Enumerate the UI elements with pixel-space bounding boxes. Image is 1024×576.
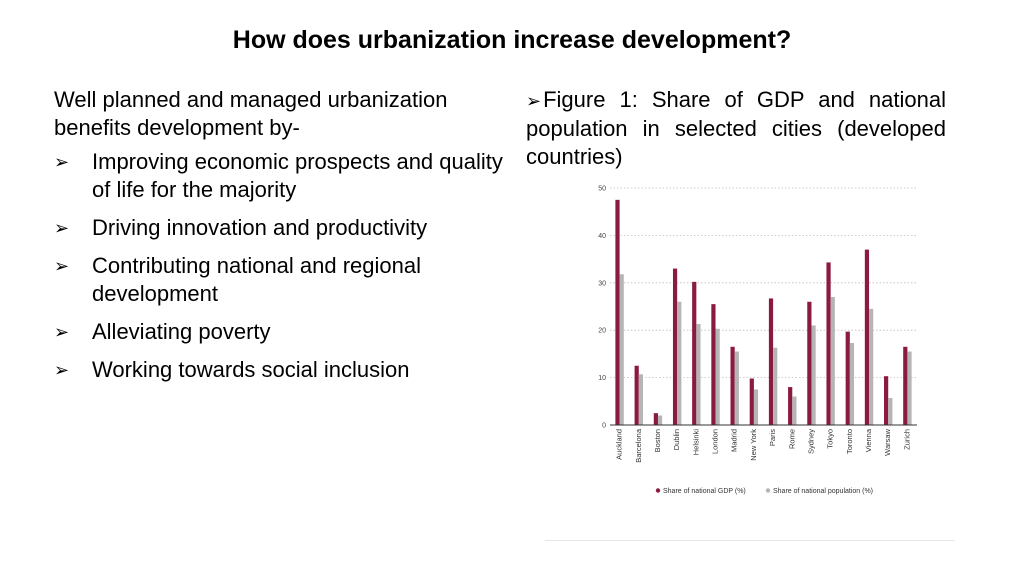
gdp-population-bar-chart: 0 10 20 30 40 50 Auckland Barcelona Boston Dublin… (598, 186, 917, 495)
x-tick-label: London (711, 429, 720, 454)
bullet-text: Working towards social inclusion (92, 357, 410, 382)
y-tick-label: 20 (598, 328, 606, 335)
x-tick-label: Sydney (806, 429, 815, 454)
arrow-bullet-icon: ➢ (54, 256, 70, 276)
bar-gdp (692, 281, 697, 425)
bar-gdp (672, 268, 678, 425)
x-tick-label: Warsaw (883, 428, 892, 455)
bar-gdp (711, 304, 716, 425)
x-tick-label: New York (749, 429, 758, 461)
bar-gdp (749, 378, 754, 425)
bar-gdp (788, 387, 793, 425)
figure-caption: ➢Figure 1: Share of GDP and national pop… (526, 86, 946, 171)
x-tick-label: Helsinki (691, 429, 700, 456)
legend-label: Share of national population (%) (773, 488, 873, 495)
arrow-bullet-icon: ➢ (54, 218, 70, 238)
bar-gdp (845, 331, 850, 425)
legend-swatch (765, 488, 771, 493)
bullet-text: Improving economic prospects and quality… (92, 149, 503, 202)
benefits-list: ➢ Improving economic prospects and qualit… (54, 148, 514, 384)
y-tick-label: 10 (598, 375, 606, 382)
figure-panel: ➢Figure 1: Share of GDP and national pop… (526, 86, 946, 171)
x-tick-label: Rome (787, 429, 796, 449)
x-tick-label: Zurich (902, 429, 911, 450)
bar-gdp (807, 301, 812, 425)
list-item: ➢ Working towards social inclusion (54, 356, 514, 384)
bar-population (849, 342, 855, 425)
bar-gdp (615, 199, 620, 425)
bar-population (638, 374, 643, 425)
bar-population (657, 415, 663, 425)
bar-population (811, 325, 816, 425)
bar-gdp (826, 262, 831, 425)
x-tick-label: Toronto (845, 429, 854, 454)
bar-population (753, 389, 759, 425)
x-tick-label: Madrid (730, 429, 739, 452)
y-tick-label: 30 (598, 280, 606, 287)
y-tick-label: 0 (602, 423, 606, 430)
bar-gdp (634, 365, 639, 425)
bar-population (869, 308, 874, 425)
bullet-text: Contributing national and regional devel… (92, 253, 422, 306)
bar-population (830, 297, 835, 425)
legend-swatch (655, 488, 661, 493)
bar-gdp (653, 413, 658, 425)
bar-population (792, 396, 797, 425)
intro-text: Well planned and managed urbanization be… (54, 87, 448, 140)
x-tick-label: Vienna (864, 428, 873, 452)
y-tick-label: 40 (598, 233, 606, 240)
bar-population (696, 324, 701, 425)
x-tick-label: Dublin (672, 429, 681, 450)
list-item: ➢ Driving innovation and productivity (54, 214, 514, 242)
bar-population (715, 328, 720, 425)
arrow-bullet-icon: ➢ (526, 91, 542, 111)
figure-caption-text: Figure 1: Share of GDP and national popu… (526, 87, 946, 169)
bar-population (677, 301, 682, 425)
bar-population (888, 397, 893, 425)
bar-population (734, 351, 739, 425)
bar-population (619, 274, 624, 425)
arrow-bullet-icon: ➢ (54, 360, 70, 380)
bar-population (773, 347, 778, 425)
y-tick-label: 50 (598, 186, 606, 193)
legend-label: Share of national GDP (%) (663, 488, 746, 495)
x-tick-label: Paris (768, 429, 777, 446)
bullet-text: Alleviating poverty (92, 319, 271, 344)
bullet-text: Driving innovation and productivity (92, 215, 428, 240)
x-tick-label: Barcelona (634, 428, 643, 463)
bar-gdp (864, 249, 870, 425)
bar-gdp (884, 376, 889, 425)
benefits-text: Well planned and managed urbanization be… (54, 86, 514, 394)
bar-gdp (768, 298, 774, 425)
arrow-bullet-icon: ➢ (54, 322, 70, 342)
bar-gdp (903, 346, 908, 425)
page-title: How does urbanization increase developme… (232, 26, 792, 54)
x-tick-label: Boston (653, 429, 662, 452)
arrow-bullet-icon: ➢ (54, 152, 70, 172)
bar-population (907, 351, 912, 425)
bar-gdp (730, 346, 735, 425)
list-item: ➢ Alleviating poverty (54, 318, 514, 346)
divider (545, 540, 955, 541)
x-tick-label: Tokyo (826, 429, 835, 449)
list-item: ➢ Improving economic prospects and qualit… (54, 148, 514, 204)
list-item: ➢ Contributing national and regional deve… (54, 252, 514, 308)
x-tick-label: Auckland (615, 429, 624, 460)
